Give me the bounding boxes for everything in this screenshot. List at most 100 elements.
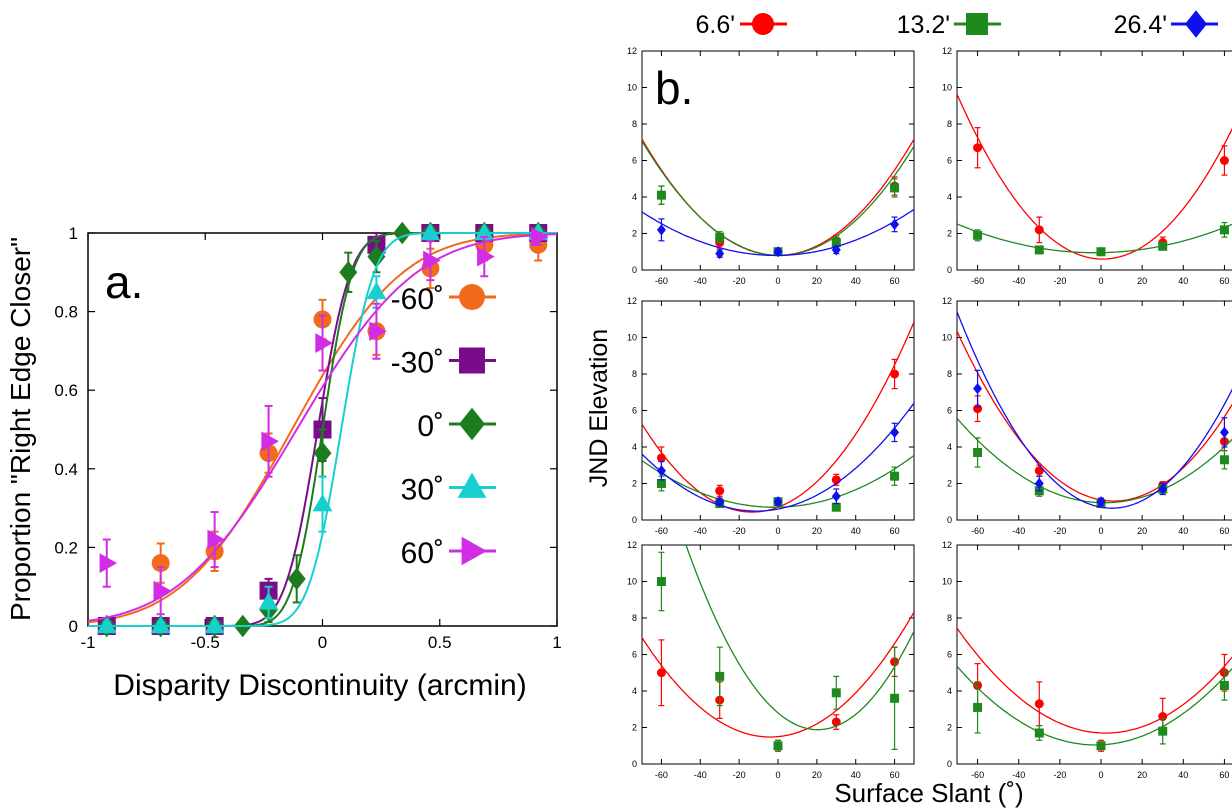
- fit-curve: [685, 545, 914, 731]
- subplot-2: -60 -40 -20 0 20 40 60 0 2 4 6 8 10 12: [942, 46, 1232, 286]
- y-tick-label: 0: [947, 515, 952, 525]
- x-tick-label: -20: [1053, 276, 1066, 286]
- y-tick-label: 2: [947, 723, 952, 733]
- data-point: [315, 333, 333, 353]
- subplot-4: -60 -40 -20 0 20 40 60 0 2 4 6 8 10 12: [942, 296, 1232, 536]
- subplot-5: -60 -40 -20 0 20 40 60 0 2 4 6 8 10 12: [627, 540, 915, 780]
- data-point: [1034, 728, 1044, 738]
- data-point: [715, 232, 725, 242]
- y-tick-label: 8: [947, 613, 952, 623]
- series-13.2': [957, 665, 1232, 751]
- y-axis-label: Proportion "Right Edge Closer": [5, 237, 36, 621]
- x-tick-label: 20: [1137, 526, 1147, 536]
- series-13.2': [957, 221, 1232, 257]
- data-point: [973, 702, 983, 712]
- data-point: [423, 250, 441, 271]
- subplot-frame: [956, 50, 1232, 271]
- x-tick-label: -60: [971, 770, 984, 780]
- legend-marker: [1185, 10, 1207, 38]
- y-tick-label: 12: [942, 46, 952, 56]
- data-point: [1096, 496, 1106, 508]
- legend-marker: [752, 13, 774, 35]
- data-point: [1158, 241, 1168, 251]
- legend-label: 6.6': [695, 11, 735, 39]
- data-point: [151, 554, 170, 573]
- data-point: [890, 369, 900, 379]
- y-axis-label: JND Elevation: [585, 329, 613, 487]
- data-point: [366, 281, 387, 300]
- data-point: [367, 245, 386, 268]
- x-tick-label: -40: [1012, 276, 1025, 286]
- y-tick-label: 0: [947, 759, 952, 769]
- fit-curve: [957, 223, 1232, 254]
- data-point: [973, 382, 983, 395]
- data-point: [1034, 225, 1044, 235]
- legend-label: 13.2': [897, 11, 950, 39]
- y-tick-label: 6: [632, 156, 637, 166]
- data-point: [1158, 483, 1168, 495]
- data-point: [715, 496, 725, 508]
- series-6.6': [957, 627, 1232, 752]
- data-point: [1034, 477, 1044, 490]
- data-point: [973, 143, 983, 153]
- legend-label: 60˚: [401, 537, 444, 570]
- x-tick-label: 60: [890, 770, 900, 780]
- x-tick-label: 0: [318, 633, 327, 652]
- data-point: [656, 479, 666, 488]
- x-tick-label: -60: [655, 770, 668, 780]
- data-point: [207, 529, 225, 550]
- y-tick-label: 4: [632, 442, 637, 452]
- data-point: [150, 615, 171, 634]
- y-tick-label: 12: [627, 46, 637, 56]
- x-tick-label: 40: [1178, 526, 1188, 536]
- series-60˚: [87, 227, 558, 622]
- x-tick-label: 0: [775, 526, 780, 536]
- data-point: [656, 224, 666, 236]
- data-point: [773, 741, 783, 751]
- x-tick-label: 40: [851, 770, 861, 780]
- data-point: [1034, 466, 1044, 476]
- y-tick-label: 2: [947, 479, 952, 489]
- data-point: [715, 486, 725, 496]
- data-point: [339, 261, 358, 284]
- data-point: [890, 693, 900, 703]
- fit-curve: [642, 321, 914, 513]
- legend-label: 0˚: [417, 410, 444, 443]
- x-axis-label: Surface Slant (˚): [834, 778, 1023, 808]
- legend-marker: [457, 472, 487, 498]
- series-6.6': [957, 331, 1232, 507]
- x-tick-label: 0.5: [428, 633, 452, 652]
- data-point: [890, 218, 900, 230]
- series-26.4': [642, 402, 914, 512]
- data-point: [287, 567, 306, 591]
- data-point: [890, 471, 900, 481]
- legend-label: 30˚: [401, 474, 444, 507]
- x-tick-label: 20: [812, 276, 822, 286]
- y-tick-label: 10: [942, 577, 952, 587]
- x-tick-label: 20: [812, 526, 822, 536]
- series-13.2': [957, 417, 1232, 509]
- data-point: [656, 577, 666, 586]
- data-point: [831, 688, 841, 698]
- x-tick-label: 60: [1219, 526, 1229, 536]
- subplot-1: -60 -40 -20 0 20 40 60 0 2 4 6 8 10 12: [627, 46, 915, 286]
- y-tick-label: 0.8: [54, 303, 78, 322]
- x-tick-label: -40: [1012, 526, 1025, 536]
- x-tick-label: 20: [1137, 276, 1147, 286]
- x-tick-label: 40: [851, 526, 861, 536]
- x-tick-label: 40: [1178, 770, 1188, 780]
- y-tick-label: 6: [947, 406, 952, 416]
- data-point: [261, 431, 279, 452]
- x-tick-label: 60: [1219, 770, 1229, 780]
- x-tick-label: -20: [733, 526, 746, 536]
- data-point: [831, 717, 841, 727]
- subplot-3: -60 -40 -20 0 20 40 60 0 2 4 6 8 10 12: [627, 296, 915, 536]
- data-point: [656, 453, 666, 463]
- y-tick-label: 8: [632, 613, 637, 623]
- legend-marker: [459, 347, 485, 374]
- x-tick-label: 20: [1137, 770, 1147, 780]
- panel-a-label: a.: [105, 256, 143, 308]
- data-point: [1034, 245, 1044, 255]
- legend-label: 26.4': [1114, 11, 1167, 39]
